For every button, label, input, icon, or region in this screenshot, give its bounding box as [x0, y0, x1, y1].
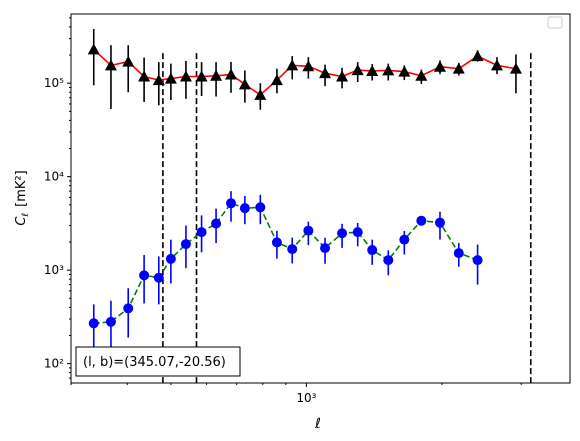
triangle-marker [398, 65, 411, 77]
triangle-marker [509, 62, 522, 74]
legend-box [547, 16, 563, 29]
triangle-marker [179, 70, 192, 82]
circle-marker [337, 228, 348, 239]
triangle-marker [225, 68, 238, 80]
triangle-marker [122, 55, 135, 67]
circle-marker [453, 248, 464, 259]
y-axis-label: Cℓ [mK²] [14, 170, 31, 225]
y-tick-label: 10⁴ [44, 170, 64, 184]
triangle-marker [195, 70, 208, 82]
vertical-reference-lines [162, 53, 532, 383]
circle-marker [139, 270, 150, 281]
circle-marker [239, 203, 250, 214]
circle-marker [196, 227, 207, 238]
data-markers [87, 43, 522, 329]
circle-marker [105, 316, 116, 327]
y-tick-label: 10² [44, 357, 64, 371]
triangle-marker [452, 62, 465, 74]
circle-marker [416, 215, 427, 226]
annotation-text: (l, b)=(345.07,-20.56) [83, 355, 226, 370]
triangle-marker [382, 64, 395, 76]
triangle-marker [270, 74, 283, 86]
circle-marker [303, 225, 314, 236]
y-axis-label-main: C [14, 216, 29, 226]
y-axis-label-unit: [mK²] [14, 170, 29, 207]
triangle-marker [433, 60, 446, 72]
circle-marker [88, 318, 99, 329]
axis-ticks: 10² 10³ 10⁴ 10⁵ 10³ [44, 17, 522, 405]
x-axis-label: ℓ [314, 416, 321, 432]
triangle-marker [87, 43, 100, 55]
triangle-marker [104, 59, 117, 71]
triangle-marker [138, 70, 151, 82]
circle-marker [472, 255, 483, 266]
triangle-marker [302, 60, 315, 72]
y-tick-label: 10⁵ [44, 76, 64, 90]
annotation-box: (l, b)=(345.07,-20.56) [75, 346, 241, 377]
circle-marker [367, 245, 378, 256]
circle-marker [434, 217, 445, 228]
triangle-marker [286, 59, 299, 71]
triangle-marker [210, 69, 223, 81]
circle-marker [255, 202, 266, 213]
circle-marker [211, 218, 222, 229]
triangle-marker [490, 59, 503, 71]
circle-marker [383, 255, 394, 266]
circle-marker [153, 272, 164, 283]
y-axis-label-subscript: ℓ [21, 213, 31, 218]
triangle-marker [336, 70, 349, 82]
triangle-marker [351, 64, 364, 76]
triangle-marker [471, 50, 484, 62]
circle-marker [320, 243, 331, 254]
circle-marker [123, 303, 134, 314]
circle-marker [287, 244, 298, 255]
circle-marker [165, 253, 176, 264]
x-tick-label: 10³ [296, 391, 316, 405]
triangle-marker [415, 69, 428, 81]
y-tick-label: 10³ [44, 263, 64, 277]
circle-marker [226, 198, 237, 209]
triangle-marker [238, 78, 251, 90]
circle-marker [352, 227, 363, 238]
triangle-marker [366, 65, 379, 77]
circle-marker [180, 239, 191, 250]
triangle-marker [152, 74, 165, 86]
triangle-marker [164, 72, 177, 84]
triangle-marker [254, 88, 267, 100]
circle-marker [271, 237, 282, 248]
triangle-marker [319, 67, 332, 79]
plot-frame [70, 13, 571, 384]
circle-marker [399, 234, 410, 245]
